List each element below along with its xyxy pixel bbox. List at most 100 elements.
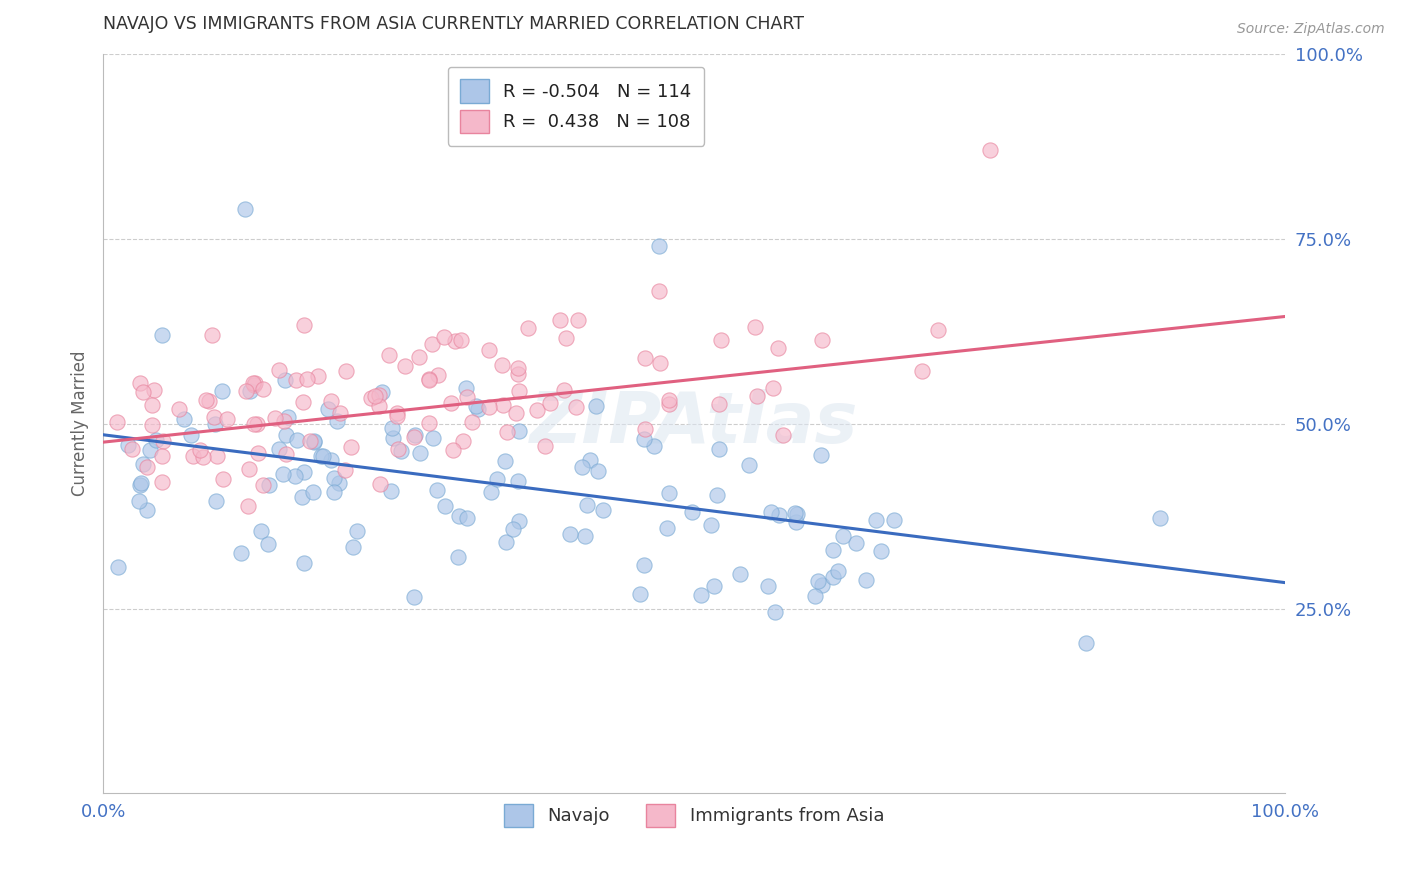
Point <box>263 411 285 425</box>
Point <box>389 443 412 458</box>
Point <box>198 393 221 408</box>
Point <box>143 383 166 397</box>
Point <box>150 449 173 463</box>
Point <box>319 453 342 467</box>
Point <box>387 442 409 457</box>
Point <box>707 397 730 411</box>
Point <box>548 313 571 327</box>
Point <box>342 540 364 554</box>
Point <box>322 470 344 484</box>
Point <box>217 412 239 426</box>
Point <box>402 430 425 444</box>
Point <box>173 411 195 425</box>
Point <box>274 427 297 442</box>
Point <box>191 450 214 464</box>
Point <box>467 401 489 416</box>
Text: NAVAJO VS IMMIGRANTS FROM ASIA CURRENTLY MARRIED CORRELATION CHART: NAVAJO VS IMMIGRANTS FROM ASIA CURRENTLY… <box>103 15 804 33</box>
Point <box>328 475 350 490</box>
Point <box>204 417 226 431</box>
Point <box>658 397 681 411</box>
Point <box>505 406 527 420</box>
Point <box>508 384 530 398</box>
Point <box>927 323 949 337</box>
Point <box>700 517 723 532</box>
Point <box>284 468 307 483</box>
Y-axis label: Currently Married: Currently Married <box>72 351 89 497</box>
Point <box>371 385 394 400</box>
Point <box>408 351 430 365</box>
Point <box>460 416 482 430</box>
Point <box>409 446 432 460</box>
Point <box>273 414 295 428</box>
Point <box>558 527 581 541</box>
Point <box>710 334 733 348</box>
Point <box>243 377 266 392</box>
Point <box>586 464 609 478</box>
Point <box>309 450 332 464</box>
Point <box>456 511 478 525</box>
Point <box>167 401 190 416</box>
Point <box>464 399 486 413</box>
Point <box>346 524 368 538</box>
Point <box>633 558 655 572</box>
Point <box>141 398 163 412</box>
Point <box>381 421 404 435</box>
Point <box>578 453 600 467</box>
Point <box>494 454 516 468</box>
Point <box>129 376 152 391</box>
Point <box>132 457 155 471</box>
Point <box>243 417 266 432</box>
Point <box>979 143 1001 157</box>
Point <box>508 515 530 529</box>
Point <box>658 486 681 500</box>
Point <box>454 381 477 395</box>
Point <box>865 513 887 527</box>
Point <box>681 505 703 519</box>
Point <box>479 485 502 500</box>
Point <box>655 521 678 535</box>
Point <box>107 559 129 574</box>
Point <box>285 433 308 447</box>
Point <box>364 389 387 403</box>
Point <box>181 450 204 464</box>
Point <box>326 414 349 428</box>
Point <box>129 476 152 491</box>
Point <box>707 442 730 456</box>
Point <box>506 360 529 375</box>
Point <box>404 427 426 442</box>
Point <box>239 384 262 398</box>
Point <box>658 392 681 407</box>
Point <box>478 401 501 415</box>
Point <box>870 544 893 558</box>
Point <box>250 524 273 538</box>
Point <box>422 432 444 446</box>
Point <box>508 367 530 381</box>
Point <box>246 417 269 432</box>
Point <box>150 475 173 490</box>
Point <box>502 522 524 536</box>
Point <box>643 439 665 453</box>
Point <box>690 588 713 602</box>
Point <box>238 500 260 514</box>
Point <box>368 400 391 414</box>
Point <box>307 369 329 384</box>
Point <box>647 239 669 253</box>
Point <box>832 529 855 543</box>
Point <box>730 567 752 582</box>
Point <box>883 513 905 527</box>
Point <box>526 402 548 417</box>
Point <box>394 359 416 373</box>
Point <box>804 589 827 603</box>
Point <box>762 381 785 395</box>
Point <box>785 506 807 520</box>
Point <box>128 494 150 508</box>
Point <box>420 337 443 351</box>
Point <box>418 372 440 386</box>
Point <box>441 442 464 457</box>
Point <box>360 392 382 406</box>
Point <box>328 407 350 421</box>
Point <box>302 434 325 448</box>
Point <box>456 390 478 404</box>
Point <box>744 320 766 334</box>
Point <box>211 384 233 398</box>
